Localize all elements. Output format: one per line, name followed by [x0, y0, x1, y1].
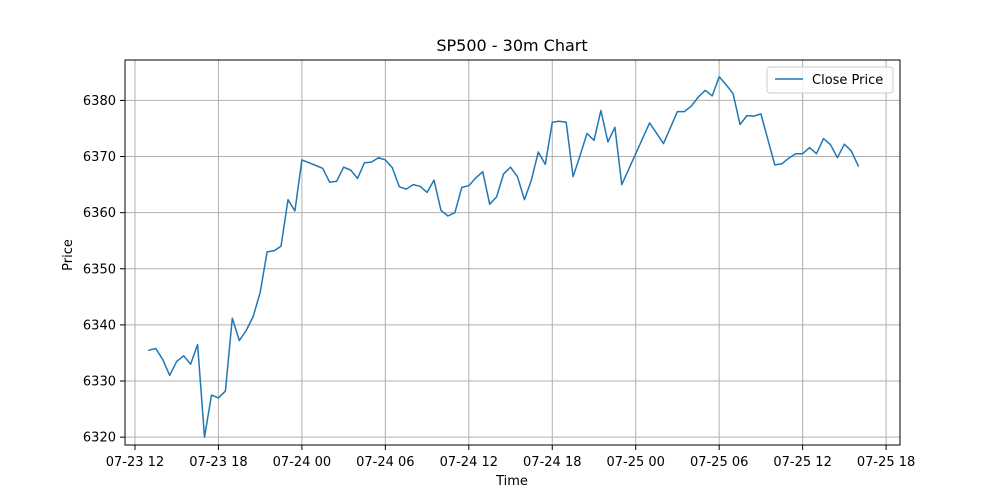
x-tick-label: 07-24 06 — [356, 455, 414, 470]
y-tick-label: 6350 — [83, 262, 116, 277]
x-tick-label: 07-24 00 — [273, 455, 331, 470]
y-axis-title: Price — [61, 239, 76, 271]
x-tick-label: 07-23 12 — [106, 455, 164, 470]
x-tick-label: 07-24 12 — [440, 455, 498, 470]
x-tick-label: 07-25 06 — [690, 455, 748, 470]
grid — [125, 60, 900, 445]
x-axis-title: Time — [495, 474, 528, 489]
legend-box — [766, 66, 894, 94]
series-line-close-price — [148, 76, 860, 438]
x-tick-label: 07-25 18 — [857, 455, 915, 470]
y-tick-label: 6340 — [83, 318, 116, 333]
x-axis: 07-23 12 07-23 18 07-24 00 07-24 06 07-24 12… — [106, 445, 915, 470]
y-tick-label: 6330 — [83, 375, 116, 390]
chart-title: SP500 - 30m Chart — [436, 36, 587, 55]
y-tick-label: 6380 — [83, 94, 116, 109]
y-tick-label: 6370 — [83, 150, 116, 165]
x-tick-label: 07-23 18 — [189, 455, 247, 470]
series-layer — [148, 76, 860, 438]
x-tick-label: 07-25 12 — [773, 455, 831, 470]
x-tick-label: 07-25 00 — [606, 455, 664, 470]
y-axis: 6320 6330 6340 6350 6360 6370 6380 — [83, 94, 125, 446]
x-tick-label: 07-24 18 — [523, 455, 581, 470]
legend-label: Close Price — [812, 73, 883, 88]
plot-frame — [124, 59, 901, 446]
y-tick-label: 6360 — [83, 206, 116, 221]
y-tick-label: 6320 — [83, 431, 116, 446]
legend: Close Price — [766, 66, 894, 94]
